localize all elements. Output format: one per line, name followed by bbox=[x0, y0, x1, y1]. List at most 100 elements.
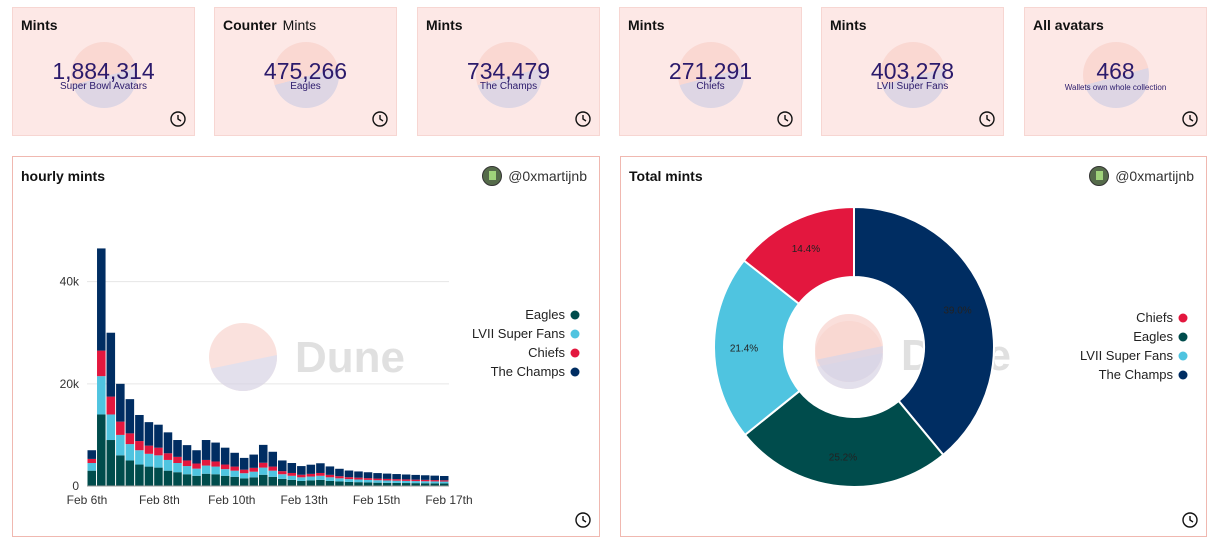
bar-segment[interactable] bbox=[430, 481, 439, 484]
author-link[interactable]: @0xmartijnb bbox=[1089, 166, 1194, 186]
bar-segment[interactable] bbox=[382, 480, 392, 483]
bar-segment[interactable] bbox=[125, 399, 135, 434]
bar-segment[interactable] bbox=[182, 474, 192, 486]
bar-segment[interactable] bbox=[135, 464, 144, 486]
bar-segment[interactable] bbox=[87, 458, 97, 464]
bar-segment[interactable] bbox=[268, 470, 278, 477]
bar-segment[interactable] bbox=[401, 483, 411, 486]
author-link[interactable]: @0xmartijnb bbox=[482, 166, 587, 186]
clock-icon[interactable] bbox=[575, 512, 591, 528]
pie-slice[interactable] bbox=[743, 389, 945, 488]
bar-segment[interactable] bbox=[220, 469, 230, 476]
bar-segment[interactable] bbox=[249, 471, 258, 478]
bar-segment[interactable] bbox=[258, 474, 268, 486]
bar-segment[interactable] bbox=[135, 414, 144, 442]
bar-segment[interactable] bbox=[201, 440, 211, 460]
bar-segment[interactable] bbox=[297, 477, 306, 481]
pie-slice[interactable] bbox=[742, 205, 855, 306]
bar-segment[interactable] bbox=[249, 454, 258, 468]
bar-segment[interactable] bbox=[258, 462, 268, 468]
bar-segment[interactable] bbox=[287, 479, 297, 486]
bar-segment[interactable] bbox=[87, 463, 97, 471]
bar-segment[interactable] bbox=[192, 475, 201, 486]
bar-segment[interactable] bbox=[154, 455, 163, 468]
bar-segment[interactable] bbox=[154, 424, 163, 448]
bar-segment[interactable] bbox=[354, 471, 363, 478]
clock-icon[interactable] bbox=[979, 111, 995, 127]
bar-segment[interactable] bbox=[401, 474, 411, 480]
bar-segment[interactable] bbox=[220, 464, 230, 470]
bar-segment[interactable] bbox=[306, 464, 316, 474]
bar-segment[interactable] bbox=[439, 480, 449, 482]
bar-segment[interactable] bbox=[249, 467, 258, 472]
bar-segment[interactable] bbox=[344, 481, 354, 486]
bar-segment[interactable] bbox=[392, 474, 401, 480]
bar-segment[interactable] bbox=[439, 483, 449, 486]
clock-icon[interactable] bbox=[575, 111, 591, 127]
bar-segment[interactable] bbox=[268, 451, 278, 467]
bar-segment[interactable] bbox=[230, 470, 239, 477]
bar-segment[interactable] bbox=[116, 383, 125, 422]
bar-segment[interactable] bbox=[306, 476, 316, 481]
bar-segment[interactable] bbox=[278, 474, 287, 479]
bar-segment[interactable] bbox=[344, 470, 354, 478]
bar-segment[interactable] bbox=[106, 440, 116, 486]
bar-segment[interactable] bbox=[287, 463, 297, 473]
bar-segment[interactable] bbox=[154, 447, 163, 456]
bar-segment[interactable] bbox=[144, 453, 154, 467]
bar-segment[interactable] bbox=[163, 459, 173, 471]
bar-segment[interactable] bbox=[144, 445, 154, 454]
bar-segment[interactable] bbox=[420, 481, 430, 484]
bar-segment[interactable] bbox=[363, 479, 373, 483]
bar-segment[interactable] bbox=[392, 482, 401, 486]
bar-segment[interactable] bbox=[163, 453, 173, 460]
bar-segment[interactable] bbox=[239, 457, 249, 470]
bar-segment[interactable] bbox=[401, 479, 411, 481]
bar-segment[interactable] bbox=[87, 450, 97, 459]
bar-segment[interactable] bbox=[344, 479, 354, 482]
bar-segment[interactable] bbox=[382, 478, 392, 481]
bar-segment[interactable] bbox=[306, 480, 316, 486]
bar-segment[interactable] bbox=[211, 474, 220, 486]
bar-segment[interactable] bbox=[125, 460, 135, 486]
bar-segment[interactable] bbox=[106, 414, 116, 441]
bar-segment[interactable] bbox=[411, 481, 420, 484]
pie-slice[interactable] bbox=[713, 259, 801, 437]
bar-segment[interactable] bbox=[220, 447, 230, 465]
bar-segment[interactable] bbox=[258, 444, 268, 463]
bar-segment[interactable] bbox=[373, 478, 382, 481]
bar-segment[interactable] bbox=[163, 432, 173, 454]
bar-segment[interactable] bbox=[354, 477, 363, 480]
bar-segment[interactable] bbox=[430, 483, 439, 486]
bar-segment[interactable] bbox=[401, 480, 411, 484]
bar-segment[interactable] bbox=[420, 483, 430, 486]
bar-segment[interactable] bbox=[135, 450, 144, 465]
bar-segment[interactable] bbox=[278, 478, 287, 486]
bar-segment[interactable] bbox=[268, 476, 278, 486]
bar-segment[interactable] bbox=[163, 470, 173, 486]
bar-segment[interactable] bbox=[201, 473, 211, 486]
bar-segment[interactable] bbox=[125, 433, 135, 445]
bar-segment[interactable] bbox=[325, 477, 335, 481]
bar-segment[interactable] bbox=[325, 466, 335, 475]
bar-segment[interactable] bbox=[182, 460, 192, 467]
bar-segment[interactable] bbox=[363, 482, 373, 486]
bar-segment[interactable] bbox=[201, 459, 211, 466]
clock-icon[interactable] bbox=[777, 111, 793, 127]
bar-segment[interactable] bbox=[420, 479, 430, 482]
clock-icon[interactable] bbox=[1182, 111, 1198, 127]
bar-segment[interactable] bbox=[220, 475, 230, 486]
bar-segment[interactable] bbox=[116, 434, 125, 456]
bar-segment[interactable] bbox=[297, 480, 306, 486]
bar-segment[interactable] bbox=[97, 248, 106, 351]
bar-segment[interactable] bbox=[173, 456, 182, 464]
bar-segment[interactable] bbox=[411, 483, 420, 486]
bar-segment[interactable] bbox=[249, 477, 258, 486]
bar-segment[interactable] bbox=[363, 472, 373, 479]
bar-segment[interactable] bbox=[373, 473, 382, 479]
bar-segment[interactable] bbox=[297, 466, 306, 475]
bar-segment[interactable] bbox=[154, 467, 163, 486]
bar-segment[interactable] bbox=[306, 473, 316, 477]
clock-icon[interactable] bbox=[1182, 512, 1198, 528]
bar-segment[interactable] bbox=[125, 444, 135, 461]
